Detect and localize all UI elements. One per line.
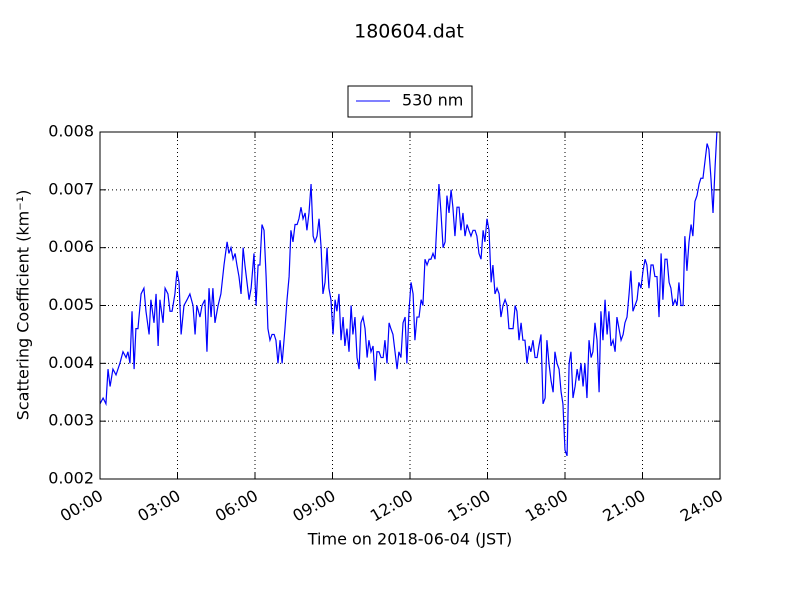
plot-frame: [99, 131, 721, 480]
data-line: [100, 132, 718, 457]
y-tick-label: 0.008: [48, 122, 94, 141]
y-tick-label: 0.004: [48, 353, 94, 372]
y-tick-label: 0.006: [48, 237, 94, 256]
chart-title: 180604.dat: [354, 21, 464, 43]
legend: 530 nm: [347, 85, 473, 118]
legend-label: 530 nm: [402, 91, 463, 110]
x-axis-label: Time on 2018-06-04 (JST): [307, 530, 512, 549]
y-tick-label: 0.003: [48, 411, 94, 430]
y-tick-label: 0.002: [48, 469, 94, 488]
y-tick-label: 0.007: [48, 179, 94, 198]
y-axis-label: Scattering Coefficient (km⁻¹): [14, 190, 33, 421]
y-tick-label: 0.005: [48, 295, 94, 314]
